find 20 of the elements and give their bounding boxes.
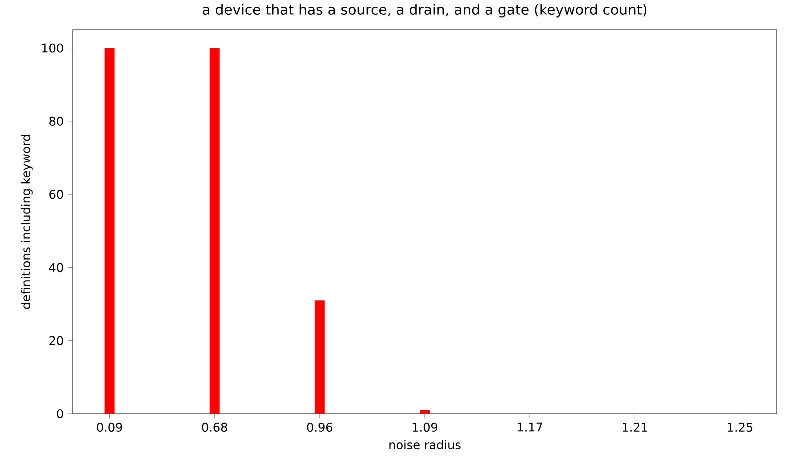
y-tick-label: 40	[49, 263, 64, 272]
x-tick-label: 0.68	[202, 422, 228, 432]
bar	[314, 300, 325, 414]
bar	[210, 48, 220, 414]
bar	[104, 48, 115, 414]
y-axis-title: definitions including keyword	[21, 135, 33, 310]
y-tick-label: 20	[50, 336, 64, 346]
y-tick-label: 80	[50, 116, 64, 126]
x-tick-label: 1.25	[728, 422, 753, 432]
x-tick-label: 1.17	[518, 422, 542, 432]
chart-title: a device that has a source, a drain, and a gate (keyword count)	[203, 4, 647, 18]
x-tick-label: 1.09	[412, 422, 438, 432]
y-tick-label: 100	[42, 44, 64, 53]
x-axis-title: noise radius	[390, 440, 461, 450]
x-tick-label: 1.21	[623, 422, 648, 432]
x-tick-label: 0.96	[307, 422, 333, 432]
x-tick-label: 0.09	[97, 422, 122, 432]
y-tick-label: 0	[57, 409, 64, 419]
bar	[420, 410, 430, 414]
y-tick-label: 60	[50, 190, 64, 200]
